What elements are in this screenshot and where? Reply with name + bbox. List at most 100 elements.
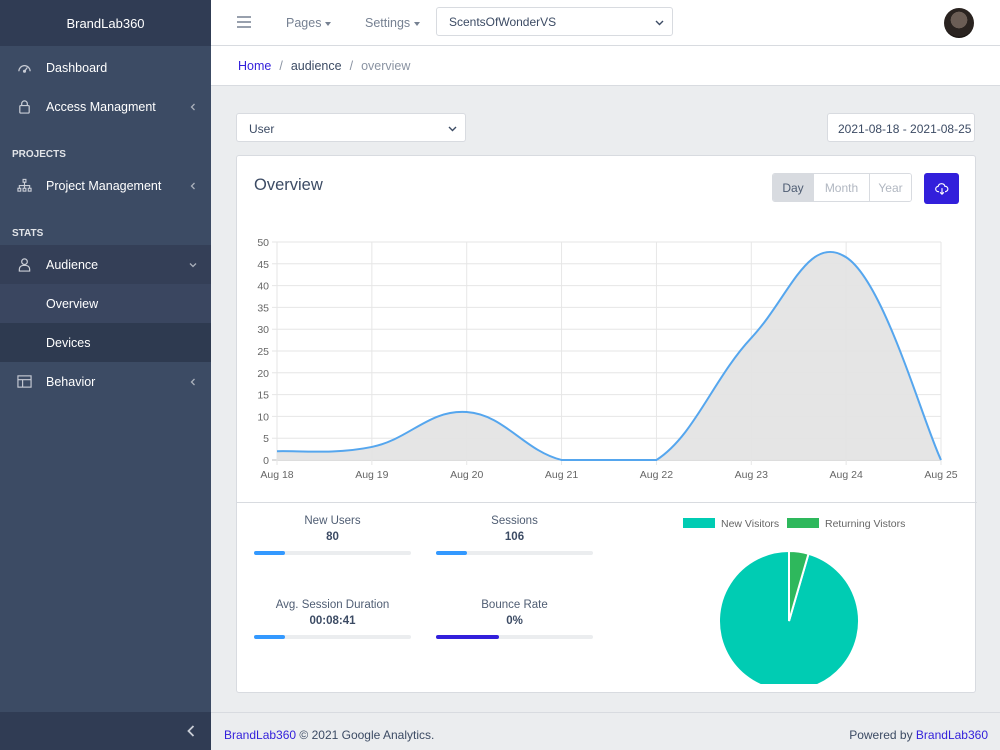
series-line xyxy=(276,250,942,461)
y-tick-label: 45 xyxy=(257,259,269,271)
page-footer: BrandLab360 © 2021 Google Analytics. Pow… xyxy=(211,712,1000,750)
stat-progress-fill xyxy=(254,635,286,639)
pie-chart-svg: New Visitors Returning Vistors xyxy=(683,518,905,692)
stat-sessions: Sessions 106 xyxy=(436,515,593,555)
area-chart-svg: 0 5 10 15 20 25 30 35 40 45 50 Aug 18 Aug 19 Aug 20 Au… xyxy=(257,237,957,481)
user-select[interactable]: User xyxy=(236,113,466,142)
pie-slice[interactable] xyxy=(788,549,810,622)
period-year-button[interactable]: Year xyxy=(870,174,911,201)
breadcrumb-audience[interactable]: audience xyxy=(290,59,342,73)
breadcrumb-separator: / xyxy=(279,59,283,73)
sidebar-item-dashboard[interactable]: Dashboard xyxy=(0,48,211,87)
sidebar-item-label: Dashboard xyxy=(46,60,108,75)
overview-card: Overview Day Month Year 0 5 10 15 20 25 30 35 40… xyxy=(236,155,977,693)
chevron-left-icon xyxy=(190,378,195,385)
project-select[interactable]: ScentsOfWonderVS xyxy=(436,7,673,36)
hamburger-menu-icon[interactable] xyxy=(237,16,251,28)
section-title-projects: PROJECTS xyxy=(12,149,66,160)
chevron-down-icon xyxy=(189,262,197,267)
x-tick-label: Aug 22 xyxy=(640,469,673,481)
caret-down-icon xyxy=(325,21,332,26)
visits-area-chart: 0 5 10 15 20 25 30 35 40 45 50 Aug 18 Aug 19 Aug 20 Au… xyxy=(237,234,977,496)
legend-swatch xyxy=(787,518,819,528)
date-range-input[interactable]: 2021-08-18 - 2021-08-25 xyxy=(827,113,975,142)
card-title: Overview xyxy=(254,176,323,194)
download-button[interactable] xyxy=(924,173,959,204)
area-fill xyxy=(277,251,941,460)
stat-label: Sessions xyxy=(491,515,538,527)
sidebar-item-label: Access Managment xyxy=(46,99,156,114)
x-tick-label: Aug 21 xyxy=(545,469,578,481)
stat-progress-bar xyxy=(254,551,411,555)
stat-value: 00:08:41 xyxy=(309,615,356,627)
legend-swatch xyxy=(683,518,715,528)
period-day-button[interactable]: Day xyxy=(773,174,814,201)
period-button-group: Day Month Year xyxy=(772,173,912,202)
user-select-value: User xyxy=(249,122,275,136)
breadcrumb-home[interactable]: Home xyxy=(238,59,272,73)
x-tick-label: Aug 20 xyxy=(450,469,483,481)
y-tick-label: 10 xyxy=(257,411,269,423)
stat-value: 106 xyxy=(504,531,525,543)
stat-progress-bar xyxy=(436,635,593,639)
sidebar-item-access-management[interactable]: Access Managment xyxy=(0,87,211,126)
project-select-value: ScentsOfWonderVS xyxy=(449,15,557,29)
x-tick-label: Aug 24 xyxy=(830,469,863,481)
stat-progress-fill xyxy=(254,551,286,555)
stat-label: Bounce Rate xyxy=(481,599,548,611)
x-tick-label: Aug 23 xyxy=(735,469,768,481)
sidebar-item-label: Behavior xyxy=(46,374,96,389)
stat-label: Avg. Session Duration xyxy=(275,599,390,611)
sidebar-subitem-overview[interactable]: Overview xyxy=(0,284,211,323)
sidebar: BrandLab360 Dashboard Access Managment P… xyxy=(0,0,211,750)
x-tick-label: Aug 25 xyxy=(924,469,957,481)
avatar[interactable] xyxy=(944,8,974,38)
sidebar-item-project-management[interactable]: Project Management xyxy=(0,166,211,205)
footer-copyright-text: © 2021 Google Analytics. xyxy=(299,728,435,742)
sidebar-item-behavior[interactable]: Behavior xyxy=(0,362,211,401)
stat-new-users: New Users 80 xyxy=(254,515,411,555)
user-icon xyxy=(16,257,32,273)
stat-progress-fill xyxy=(436,551,468,555)
visitors-pie-chart: New Visitors Returning Vistors xyxy=(669,514,969,692)
footer-brand-link[interactable]: BrandLab360 xyxy=(224,728,297,742)
stat-value: 0% xyxy=(506,615,523,627)
pages-dropdown[interactable]: Pages xyxy=(286,16,332,30)
y-tick-label: 25 xyxy=(257,346,269,358)
sidebar-item-label: Project Management xyxy=(46,178,162,193)
footer-powered-link[interactable]: BrandLab360 xyxy=(915,728,988,742)
legend-label[interactable]: New Visitors xyxy=(721,518,779,530)
stat-progress-bar xyxy=(436,551,593,555)
caret-down-icon xyxy=(414,21,421,26)
settings-dropdown[interactable]: Settings xyxy=(365,16,421,30)
sidebar-minimize-icon[interactable] xyxy=(185,724,197,738)
sidebar-subitem-devices[interactable]: Devices xyxy=(0,323,211,362)
chevron-down-icon xyxy=(655,20,664,26)
y-tick-label: 40 xyxy=(257,281,269,293)
stat-avg-session-duration: Avg. Session Duration 00:08:41 xyxy=(254,599,411,639)
legend-label[interactable]: Returning Vistors xyxy=(825,518,905,530)
footer-powered: Powered by BrandLab360 xyxy=(849,728,988,742)
stat-progress-bar xyxy=(254,635,411,639)
speedometer-icon xyxy=(16,60,32,76)
subheader: Home / audience / overview xyxy=(211,46,1000,86)
y-tick-label: 50 xyxy=(257,237,269,249)
footer-copyright: BrandLab360 © 2021 Google Analytics. xyxy=(224,728,434,742)
footer-powered-text: Powered by xyxy=(849,728,913,742)
layout-icon xyxy=(16,374,32,390)
sidebar-footer xyxy=(0,712,211,750)
stat-bounce-rate: Bounce Rate 0% xyxy=(436,599,593,639)
section-title-stats: STATS xyxy=(12,228,44,239)
brand-logo[interactable]: BrandLab360 xyxy=(0,0,211,46)
stat-value: 80 xyxy=(326,531,339,543)
period-month-button[interactable]: Month xyxy=(814,174,870,201)
sidebar-item-audience[interactable]: Audience xyxy=(0,245,211,284)
x-tick-label: Aug 19 xyxy=(355,469,388,481)
y-tick-label: 30 xyxy=(257,324,269,336)
settings-label: Settings xyxy=(365,16,411,30)
top-header: Pages Settings ScentsOfWonderVS xyxy=(211,0,1000,46)
sidebar-item-label: Audience xyxy=(46,257,99,272)
cloud-download-icon xyxy=(934,182,948,195)
y-tick-label: 0 xyxy=(263,455,269,467)
y-tick-label: 35 xyxy=(257,302,269,314)
